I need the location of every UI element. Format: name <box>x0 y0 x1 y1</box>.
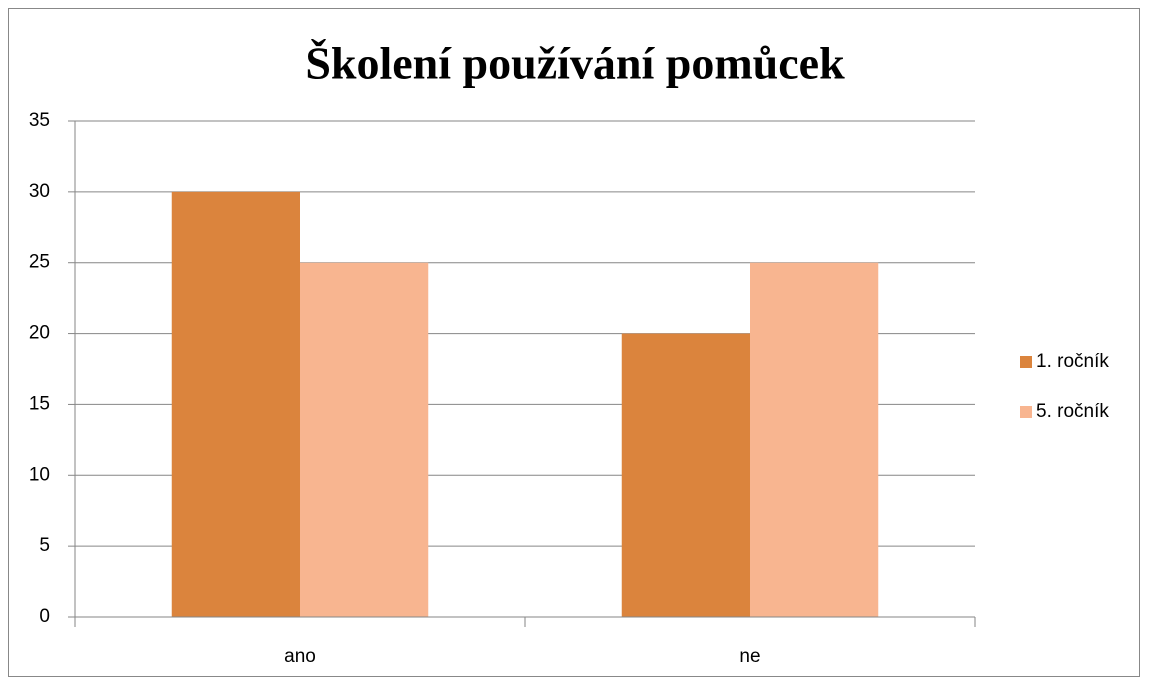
y-tick-label: 30 <box>29 181 50 202</box>
bar <box>750 262 879 617</box>
y-tick-label: 10 <box>29 464 50 485</box>
bar <box>300 262 429 617</box>
x-tick-label: ne <box>739 646 760 667</box>
y-tick-label: 25 <box>29 252 50 273</box>
legend-swatch <box>1020 356 1032 368</box>
y-tick-label: 15 <box>29 393 50 414</box>
legend-swatch <box>1020 406 1032 418</box>
y-tick-label: 0 <box>39 606 50 627</box>
legend-label: 5. ročník <box>1036 401 1109 422</box>
x-tick-label: ano <box>284 646 316 667</box>
bar <box>621 333 750 617</box>
bar <box>171 191 300 617</box>
legend-label: 1. ročník <box>1036 351 1109 372</box>
y-tick-label: 5 <box>39 535 50 556</box>
y-tick-label: 35 <box>29 110 50 131</box>
y-tick-label: 20 <box>29 323 50 344</box>
chart-title: Školení používání pomůcek <box>305 38 845 89</box>
